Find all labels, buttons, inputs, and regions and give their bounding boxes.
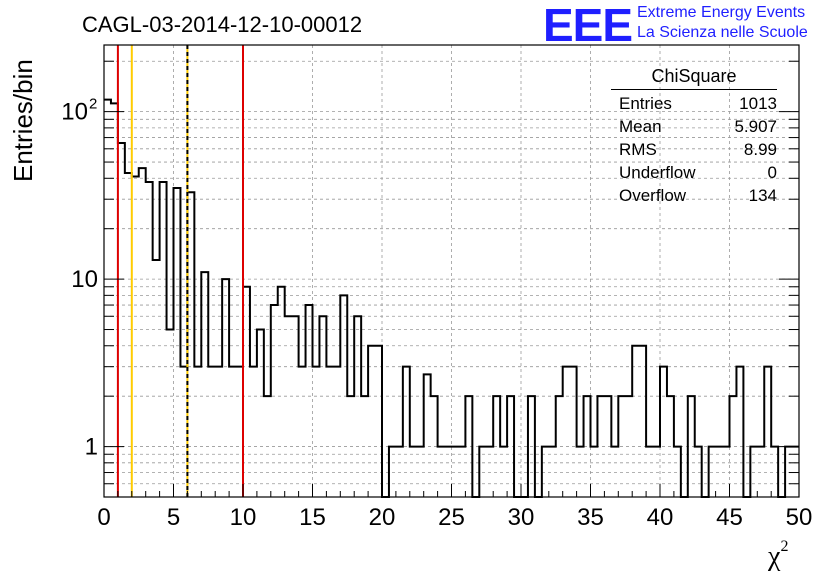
histogram-line (104, 98, 799, 498)
logo-line-1: Extreme Energy Events (637, 4, 806, 21)
x-tick-label: 30 (508, 504, 535, 531)
stats-row-entries: Entries 1013 (611, 92, 777, 115)
x-tick-label: 25 (438, 504, 465, 531)
stats-label: Mean (619, 117, 662, 136)
x-tick-label: 10 (230, 504, 257, 531)
x-tick-label: 50 (786, 504, 813, 531)
stats-value: 0 (767, 163, 777, 182)
stats-value: 1013 (739, 94, 777, 113)
x-tick-label: 35 (577, 504, 604, 531)
y-tick-label: 10 (71, 266, 98, 293)
x-tick-label: 20 (369, 504, 396, 531)
y-tick-label: 10 (61, 99, 88, 126)
logo-line-2: La Scienza nelle Scuole (637, 24, 808, 41)
stats-box: ChiSquare Entries 1013 Mean 5.907 RMS 8.99 … (611, 66, 777, 207)
y-tick-label: 1 (85, 434, 98, 461)
stats-value: 134 (748, 186, 777, 205)
x-axis-label-exponent: 2 (780, 538, 789, 555)
x-tick-label: 5 (167, 504, 180, 531)
stats-title: ChiSquare (611, 66, 777, 90)
stats-value: 8.99 (743, 140, 777, 159)
x-tick-label: 40 (647, 504, 674, 531)
stats-row-rms: RMS 8.99 (611, 138, 777, 161)
x-tick-label: 45 (716, 504, 743, 531)
stats-row-underflow: Underflow 0 (611, 161, 777, 184)
stats-label: Entries (619, 94, 672, 113)
stats-row-mean: Mean 5.907 (611, 115, 777, 138)
chart-title: CAGL-03-2014-12-10-00012 (82, 12, 363, 37)
histogram-series (104, 98, 799, 498)
x-tick-label: 0 (97, 504, 110, 531)
stats-value: 5.907 (734, 117, 777, 136)
marker-lines (116, 45, 244, 497)
y-tick-label-exponent: 2 (89, 96, 97, 113)
stats-label: RMS (619, 140, 657, 159)
x-axis-label: χ2 (768, 538, 788, 573)
eee-logo: EEE (543, 0, 633, 51)
stats-label: Overflow (619, 186, 687, 205)
x-axis-label-symbol: χ (768, 541, 781, 572)
stats-label: Underflow (619, 163, 696, 182)
x-tick-label: 15 (299, 504, 326, 531)
y-axis-label: Entries/bin (8, 59, 38, 182)
stats-row-overflow: Overflow 134 (611, 184, 777, 207)
